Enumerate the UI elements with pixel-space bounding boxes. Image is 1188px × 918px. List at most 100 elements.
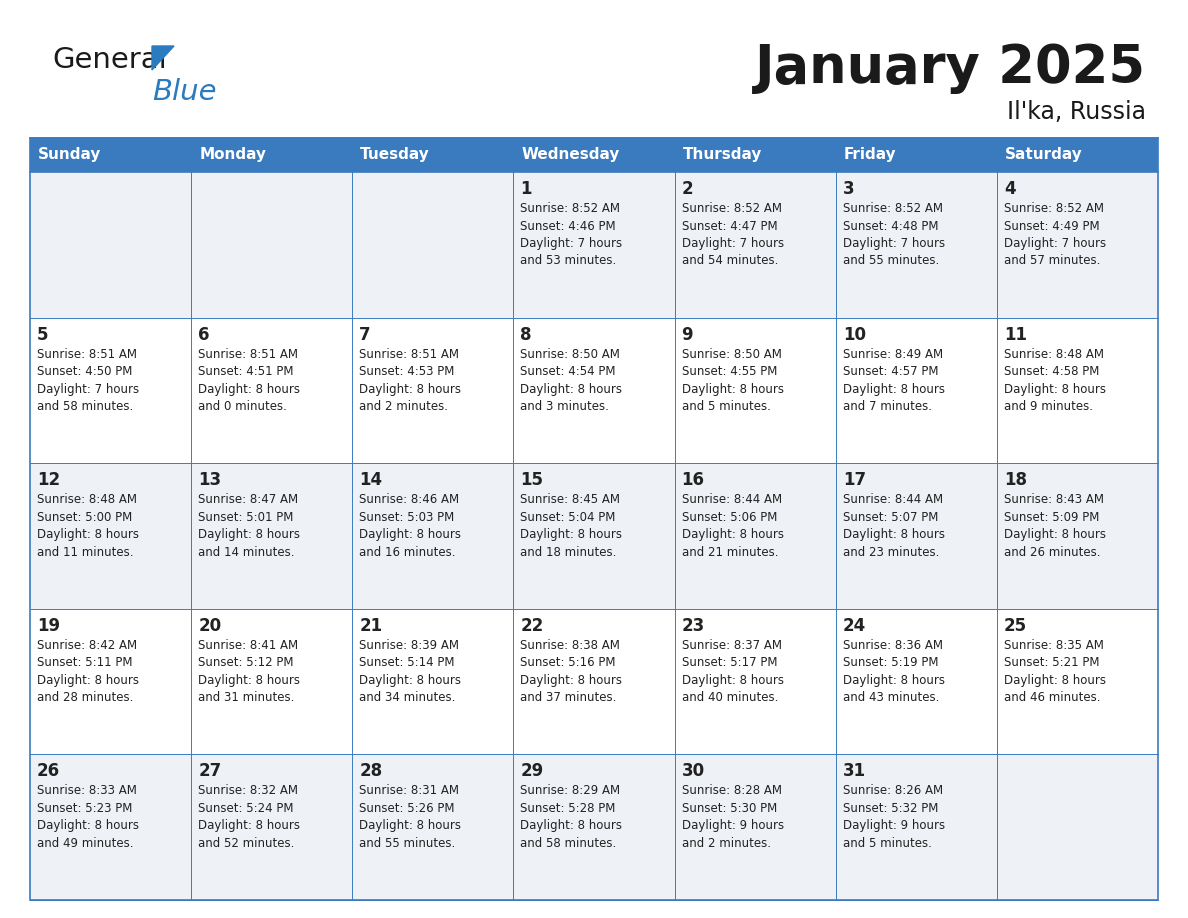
Text: Daylight: 8 hours: Daylight: 8 hours [682,383,784,396]
Bar [835,138,997,172]
Text: and 55 minutes.: and 55 minutes. [359,837,455,850]
Text: Daylight: 8 hours: Daylight: 8 hours [1004,528,1106,542]
Text: and 37 minutes.: and 37 minutes. [520,691,617,704]
Text: Sunset: 4:54 PM: Sunset: 4:54 PM [520,365,615,378]
Text: Sunset: 5:19 PM: Sunset: 5:19 PM [842,656,939,669]
Bar [675,755,835,900]
Text: Sunset: 5:24 PM: Sunset: 5:24 PM [198,802,293,815]
Bar [353,755,513,900]
Text: Sunset: 5:32 PM: Sunset: 5:32 PM [842,802,939,815]
Text: and 54 minutes.: and 54 minutes. [682,254,778,267]
Text: Sunday: Sunday [38,148,101,162]
Text: General: General [52,46,166,74]
Bar [835,172,997,318]
Text: Il'ka, Russia: Il'ka, Russia [1007,100,1146,124]
Text: Monday: Monday [200,148,266,162]
Text: and 5 minutes.: and 5 minutes. [682,400,771,413]
Text: Sunrise: 8:37 AM: Sunrise: 8:37 AM [682,639,782,652]
Text: Sunrise: 8:52 AM: Sunrise: 8:52 AM [520,202,620,215]
Text: and 2 minutes.: and 2 minutes. [682,837,771,850]
Bar [353,138,513,172]
Bar [513,318,675,464]
Bar [353,172,513,318]
Text: Sunrise: 8:46 AM: Sunrise: 8:46 AM [359,493,460,506]
Text: 22: 22 [520,617,544,635]
Bar [30,755,191,900]
Text: Sunset: 4:49 PM: Sunset: 4:49 PM [1004,219,1099,232]
Text: 23: 23 [682,617,704,635]
Text: 13: 13 [198,471,221,489]
Text: and 40 minutes.: and 40 minutes. [682,691,778,704]
Bar [513,138,675,172]
Text: and 3 minutes.: and 3 minutes. [520,400,609,413]
Text: 27: 27 [198,763,221,780]
Bar [353,464,513,609]
Text: and 0 minutes.: and 0 minutes. [198,400,287,413]
Text: Daylight: 8 hours: Daylight: 8 hours [520,820,623,833]
Text: 4: 4 [1004,180,1016,198]
Text: Sunset: 5:09 PM: Sunset: 5:09 PM [1004,510,1099,523]
Text: Daylight: 8 hours: Daylight: 8 hours [359,820,461,833]
Text: and 31 minutes.: and 31 minutes. [198,691,295,704]
Text: 18: 18 [1004,471,1026,489]
Text: Friday: Friday [843,148,896,162]
Text: Sunrise: 8:38 AM: Sunrise: 8:38 AM [520,639,620,652]
Text: and 2 minutes.: and 2 minutes. [359,400,448,413]
Text: Daylight: 8 hours: Daylight: 8 hours [359,383,461,396]
Text: Sunrise: 8:52 AM: Sunrise: 8:52 AM [842,202,943,215]
Text: Daylight: 8 hours: Daylight: 8 hours [520,528,623,542]
Text: Sunrise: 8:51 AM: Sunrise: 8:51 AM [359,348,460,361]
Text: and 14 minutes.: and 14 minutes. [198,545,295,559]
Text: Wednesday: Wednesday [522,148,620,162]
Text: Sunset: 4:51 PM: Sunset: 4:51 PM [198,365,293,378]
Text: and 52 minutes.: and 52 minutes. [198,837,295,850]
Text: and 21 minutes.: and 21 minutes. [682,545,778,559]
Text: Sunset: 5:06 PM: Sunset: 5:06 PM [682,510,777,523]
Bar [997,138,1158,172]
Text: 7: 7 [359,326,371,343]
Text: Sunrise: 8:50 AM: Sunrise: 8:50 AM [682,348,782,361]
Bar [675,138,835,172]
Bar [353,609,513,755]
Text: Sunrise: 8:51 AM: Sunrise: 8:51 AM [198,348,298,361]
Text: and 11 minutes.: and 11 minutes. [37,545,133,559]
Text: 21: 21 [359,617,383,635]
Text: and 18 minutes.: and 18 minutes. [520,545,617,559]
Bar [30,464,191,609]
Text: Daylight: 8 hours: Daylight: 8 hours [359,674,461,687]
Text: Daylight: 8 hours: Daylight: 8 hours [359,528,461,542]
Text: 17: 17 [842,471,866,489]
Bar [513,172,675,318]
Text: Sunset: 5:14 PM: Sunset: 5:14 PM [359,656,455,669]
Text: Daylight: 8 hours: Daylight: 8 hours [198,820,301,833]
Text: 9: 9 [682,326,693,343]
Text: Daylight: 8 hours: Daylight: 8 hours [37,674,139,687]
Text: Daylight: 8 hours: Daylight: 8 hours [682,674,784,687]
Text: Sunrise: 8:35 AM: Sunrise: 8:35 AM [1004,639,1104,652]
Text: Sunset: 4:58 PM: Sunset: 4:58 PM [1004,365,1099,378]
Text: Daylight: 8 hours: Daylight: 8 hours [198,674,301,687]
Text: 5: 5 [37,326,49,343]
Text: 19: 19 [37,617,61,635]
Text: Daylight: 7 hours: Daylight: 7 hours [842,237,944,250]
Text: Daylight: 8 hours: Daylight: 8 hours [520,674,623,687]
Text: Daylight: 9 hours: Daylight: 9 hours [682,820,784,833]
Text: Sunset: 5:12 PM: Sunset: 5:12 PM [198,656,293,669]
Bar [835,755,997,900]
Text: Sunrise: 8:48 AM: Sunrise: 8:48 AM [37,493,137,506]
Text: Daylight: 8 hours: Daylight: 8 hours [1004,383,1106,396]
Text: Daylight: 7 hours: Daylight: 7 hours [37,383,139,396]
Text: Daylight: 8 hours: Daylight: 8 hours [198,528,301,542]
Text: Sunrise: 8:28 AM: Sunrise: 8:28 AM [682,784,782,798]
Text: and 55 minutes.: and 55 minutes. [842,254,939,267]
Text: January 2025: January 2025 [756,42,1146,94]
Text: Sunrise: 8:33 AM: Sunrise: 8:33 AM [37,784,137,798]
Text: Sunset: 4:46 PM: Sunset: 4:46 PM [520,219,617,232]
Bar [191,609,353,755]
Text: Sunrise: 8:41 AM: Sunrise: 8:41 AM [198,639,298,652]
Text: and 53 minutes.: and 53 minutes. [520,254,617,267]
Text: Sunset: 5:07 PM: Sunset: 5:07 PM [842,510,939,523]
Text: Tuesday: Tuesday [360,148,430,162]
Text: Daylight: 8 hours: Daylight: 8 hours [520,383,623,396]
Bar [30,172,191,318]
